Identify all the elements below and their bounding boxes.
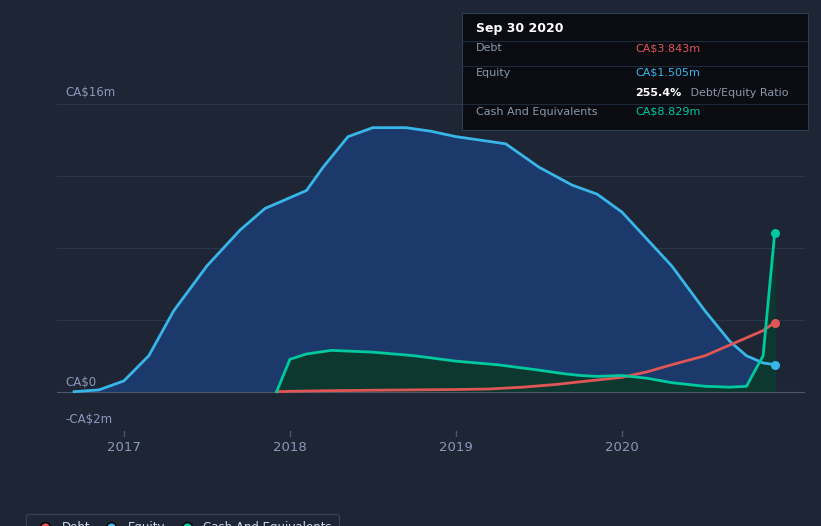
Point (768, 229, 782, 237)
Text: -CA$2m: -CA$2m (66, 413, 113, 426)
Text: CA$3.843m: CA$3.843m (635, 44, 700, 54)
Point (768, 318, 782, 327)
Text: CA$16m: CA$16m (66, 86, 116, 99)
Text: CA$8.829m: CA$8.829m (635, 107, 700, 117)
Text: 255.4%: 255.4% (635, 88, 681, 98)
Text: Cash And Equivalents: Cash And Equivalents (476, 107, 598, 117)
Text: CA$0: CA$0 (66, 376, 97, 389)
Text: CA$1.505m: CA$1.505m (635, 68, 699, 78)
Text: Debt: Debt (476, 44, 502, 54)
Text: Sep 30 2020: Sep 30 2020 (476, 23, 563, 35)
Text: Equity: Equity (476, 68, 511, 78)
Point (768, 360, 782, 369)
Legend: Debt, Equity, Cash And Equivalents: Debt, Equity, Cash And Equivalents (26, 514, 339, 526)
Text: Debt/Equity Ratio: Debt/Equity Ratio (687, 88, 788, 98)
